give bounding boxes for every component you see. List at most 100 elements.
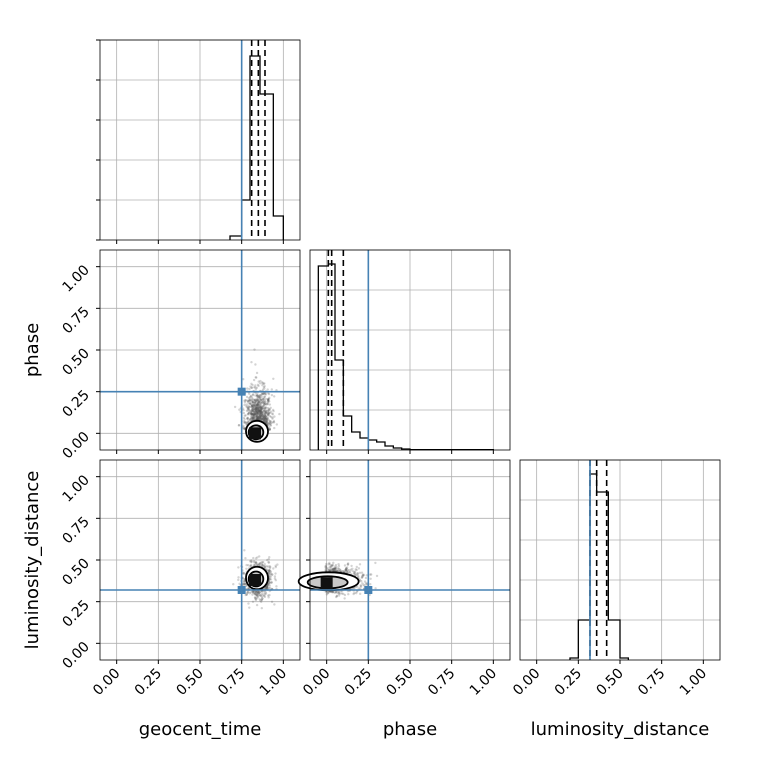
scatter-geocent-time-vs-phase-sample: [255, 414, 259, 418]
scatter-geocent-time-vs-luminosity-distance-sample: [245, 567, 248, 570]
scatter-geocent-time-vs-phase-sample: [247, 402, 251, 405]
scatter-geocent-time-vs-phase-sample: [262, 412, 265, 416]
scatter-phase-vs-luminosity-distance-sample: [337, 594, 341, 597]
scatter-geocent-time-vs-phase-sample: [264, 410, 267, 414]
scatter-geocent-time-vs-phase-sample: [263, 419, 266, 422]
scatter-geocent-time-vs-luminosity-distance-sample: [270, 600, 274, 604]
scatter-geocent-time-vs-phase-sample: [266, 388, 269, 391]
scatter-geocent-time-vs-phase-sample: [246, 417, 249, 420]
scatter-geocent-time-vs-phase-sample: [267, 411, 270, 415]
scatter-phase-vs-luminosity-distance-sample: [330, 564, 334, 568]
scatter-geocent-time-vs-luminosity-distance-sample: [268, 584, 271, 587]
scatter-geocent-time-vs-phase-sample: [259, 411, 262, 415]
scatter-geocent-time-vs-phase-sample: [271, 412, 274, 415]
scatter-geocent-time-vs-phase-sample: [271, 416, 274, 419]
scatter-geocent-time-vs-luminosity-distance-sample: [258, 563, 261, 566]
scatter-geocent-time-vs-phase-sample: [267, 397, 271, 401]
scatter-geocent-time-vs-luminosity-distance-sample: [266, 585, 269, 588]
scatter-geocent-time-vs-phase-sample: [257, 408, 261, 411]
scatter-geocent-time-vs-luminosity-distance-sample: [259, 600, 263, 604]
scatter-geocent-time-vs-luminosity-distance-sample: [242, 577, 246, 581]
scatter-geocent-time-vs-phase-sample: [258, 396, 261, 399]
scatter-geocent-time-vs-luminosity-distance-sample: [268, 556, 271, 559]
scatter-geocent-time-vs-phase-sample: [254, 410, 257, 413]
scatter-geocent-time-vs-phase-sample: [254, 406, 258, 409]
scatter-geocent-time-vs-phase-sample: [275, 388, 278, 392]
scatter-geocent-time-vs-phase-sample: [249, 398, 252, 401]
scatter-geocent-time-vs-phase-sample: [263, 413, 267, 417]
scatter-geocent-time-vs-luminosity-distance-sample: [258, 598, 261, 601]
scatter-geocent-time-vs-phase-sample: [258, 406, 262, 409]
scatter-phase-vs-luminosity-distance-sample: [362, 583, 365, 586]
scatter-geocent-time-vs-phase-sample: [253, 398, 257, 402]
scatter-geocent-time-vs-luminosity-distance-sample: [251, 591, 255, 594]
scatter-geocent-time-vs-phase-sample: [233, 405, 237, 409]
scatter-phase-vs-luminosity-distance-sample: [361, 582, 364, 585]
scatter-phase-vs-luminosity-distance-sample: [337, 590, 341, 593]
scatter-geocent-time-vs-luminosity-distance-sample: [252, 556, 255, 560]
scatter-geocent-time-vs-luminosity-distance-sample: [242, 582, 246, 586]
scatter-geocent-time-vs-luminosity-distance-sample: [265, 585, 269, 589]
scatter-geocent-time-vs-phase-sample: [263, 418, 267, 421]
scatter-geocent-time-vs-phase-sample: [258, 416, 261, 419]
scatter-geocent-time-vs-luminosity-distance-sample: [269, 565, 272, 569]
scatter-geocent-time-vs-phase-sample: [258, 415, 261, 419]
scatter-phase-vs-luminosity-distance-sample: [337, 592, 340, 595]
scatter-phase-vs-luminosity-distance-sample: [327, 568, 330, 572]
scatter-geocent-time-vs-phase-sample: [261, 416, 265, 419]
scatter-geocent-time-vs-phase-sample: [264, 418, 268, 421]
scatter-geocent-time-vs-phase-sample: [256, 411, 259, 414]
scatter-geocent-time-vs-phase-sample: [267, 422, 271, 425]
scatter-geocent-time-vs-phase-sample: [250, 360, 253, 364]
scatter-geocent-time-vs-phase-sample: [259, 405, 262, 409]
scatter-geocent-time-vs-luminosity-distance-sample: [260, 592, 264, 595]
scatter-geocent-time-vs-phase-sample: [260, 406, 264, 409]
scatter-geocent-time-vs-luminosity-distance-sample: [255, 563, 259, 567]
scatter-geocent-time-vs-phase-sample: [251, 413, 255, 416]
scatter-geocent-time-vs-luminosity-distance-sample: [254, 557, 258, 560]
scatter-geocent-time-vs-phase-sample: [266, 409, 269, 412]
scatter-geocent-time-vs-phase-sample: [260, 417, 263, 421]
scatter-geocent-time-vs-phase-sample: [252, 412, 256, 415]
scatter-geocent-time-vs-phase-sample: [262, 415, 265, 418]
scatter-geocent-time-vs-phase-sample: [258, 404, 262, 407]
scatter-geocent-time-vs-phase-sample: [237, 424, 241, 427]
scatter-phase-vs-luminosity-distance-sample: [331, 567, 335, 570]
scatter-geocent-time-vs-phase-sample: [258, 413, 262, 416]
scatter-geocent-time-vs-phase-sample: [255, 398, 259, 401]
scatter-geocent-time-vs-luminosity-distance-sample: [270, 581, 273, 584]
scatter-geocent-time-vs-phase-sample: [255, 409, 258, 412]
scatter-geocent-time-vs-phase-sample: [251, 417, 254, 421]
scatter-geocent-time-vs-luminosity-distance-sample: [249, 563, 253, 567]
scatter-geocent-time-vs-luminosity-distance-sample: [272, 567, 275, 570]
scatter-geocent-time-vs-phase-sample: [256, 401, 260, 404]
scatter-geocent-time-vs-phase-sample: [252, 415, 256, 419]
scatter-phase-vs-luminosity-distance-sample: [356, 573, 359, 576]
scatter-phase-vs-luminosity-distance-sample: [324, 565, 327, 569]
scatter-geocent-time-vs-phase-sample: [263, 415, 266, 419]
scatter-geocent-time-vs-phase-sample: [252, 410, 255, 413]
scatter-phase-vs-luminosity-distance-sample: [333, 569, 336, 573]
scatter-geocent-time-vs-phase-sample: [250, 399, 254, 402]
scatter-phase-vs-luminosity-distance-sample: [324, 564, 328, 567]
scatter-geocent-time-vs-phase-sample: [252, 408, 255, 411]
scatter-geocent-time-vs-phase-sample: [259, 401, 262, 404]
scatter-phase-vs-luminosity-distance-sample: [329, 568, 332, 571]
scatter-geocent-time-vs-phase-sample: [237, 424, 241, 427]
scatter-geocent-time-vs-phase-sample: [243, 403, 246, 407]
scatter-geocent-time-vs-luminosity-distance-sample: [258, 593, 261, 596]
scatter-geocent-time-vs-luminosity-distance-sample: [268, 566, 272, 570]
scatter-geocent-time-vs-luminosity-distance-sample: [263, 593, 266, 596]
scatter-geocent-time-vs-phase-sample: [268, 396, 271, 400]
scatter-geocent-time-vs-phase-sample: [258, 417, 261, 421]
scatter-geocent-time-vs-phase-sample: [254, 412, 257, 416]
scatter-geocent-time-vs-phase-sample: [263, 416, 266, 419]
scatter-geocent-time-vs-phase-sample: [254, 394, 257, 397]
scatter-geocent-time-vs-phase-sample: [269, 420, 272, 423]
scatter-geocent-time-vs-luminosity-distance-sample: [254, 561, 258, 564]
scatter-geocent-time-vs-luminosity-distance-sample: [256, 591, 259, 594]
scatter-geocent-time-vs-luminosity-distance-sample: [237, 566, 240, 569]
scatter-geocent-time-vs-luminosity-distance-sample: [260, 561, 263, 564]
scatter-geocent-time-vs-phase-sample: [266, 413, 270, 416]
scatter-phase-vs-luminosity-distance-sample: [369, 577, 372, 580]
